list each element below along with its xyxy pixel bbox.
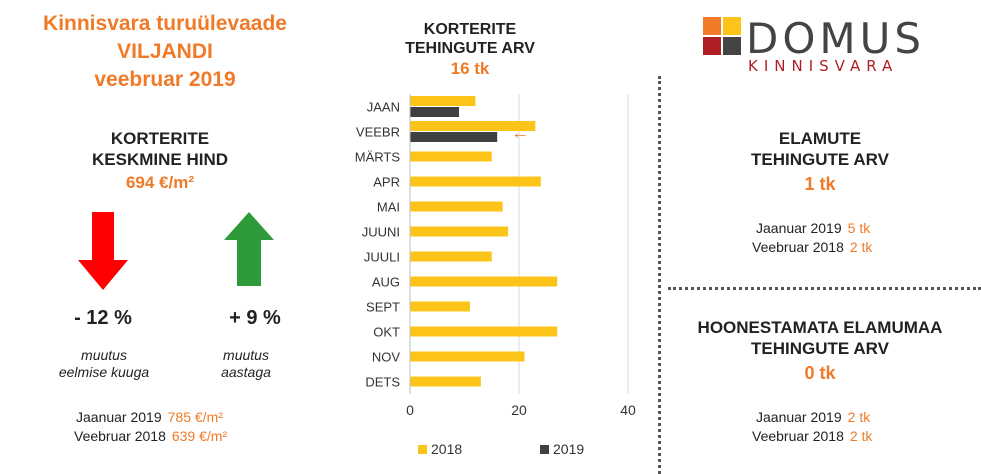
report-title-line1: Kinnisvara turuülevaade	[43, 12, 287, 35]
arrow-down-icon	[78, 212, 128, 290]
chart-header-line2: TEHINGUTE ARV	[405, 40, 535, 57]
monthly-change-caption: muutus eelmise kuuga	[34, 347, 174, 381]
category-label: MÄRTS	[355, 150, 401, 165]
land-value: 0 tk	[804, 363, 836, 383]
chart-header-value: 16 tk	[450, 59, 490, 78]
bar-2018	[410, 96, 476, 106]
houses-comparison-row: Jaanuar 2019 5 tk	[756, 219, 870, 237]
bar-2018	[410, 151, 492, 162]
houses-comparison-label: Jaanuar 2019	[756, 220, 842, 236]
bar-2018	[410, 176, 541, 187]
x-tick-label: 40	[620, 402, 636, 418]
price-comparison-value: 639 €/m²	[171, 428, 228, 444]
average-price-label-line1: KORTERITE	[110, 129, 210, 148]
annotation-arrow-icon: ←	[511, 123, 529, 143]
bar-2019	[410, 132, 498, 142]
legend-swatch-2019	[540, 445, 549, 454]
land-comparison-value: 2 tk	[849, 428, 873, 444]
bar-2018	[410, 201, 503, 212]
category-label: AUG	[372, 275, 400, 290]
x-tick-label: 0	[406, 402, 414, 418]
average-price-block: KORTERITE KESKMINE HIND 694 €/m²	[60, 128, 260, 194]
monthly-caption-line2: eelmise kuuga	[58, 364, 150, 380]
monthly-change-value: - 12 %	[74, 307, 132, 329]
land-label-line2: TEHINGUTE ARV	[751, 339, 889, 358]
report-title-line2: VILJANDI	[117, 40, 213, 63]
land-block: HOONESTAMATA ELAMUMAA TEHINGUTE ARV 0 tk	[670, 317, 970, 385]
x-tick-label: 20	[511, 402, 527, 418]
bar-2018	[410, 226, 509, 237]
vertical-divider	[658, 76, 661, 474]
bar-2018	[410, 276, 558, 287]
bar-2018	[410, 376, 481, 387]
price-comparison-row: Jaanuar 2019 785 €/m²	[76, 408, 223, 426]
price-comparison-label: Jaanuar 2019	[76, 409, 162, 425]
houses-comparison-label: Veebruar 2018	[752, 239, 844, 255]
category-label: JUUNI	[362, 225, 400, 240]
houses-value: 1 tk	[804, 174, 836, 194]
houses-label-line2: TEHINGUTE ARV	[751, 150, 889, 169]
bar-2019	[410, 107, 460, 117]
bar-2018	[410, 251, 492, 262]
bar-2018	[410, 301, 470, 312]
logo-square-red	[703, 37, 721, 55]
chart-header: KORTERITE TEHINGUTE ARV 16 tk	[375, 20, 565, 80]
category-label: VEEBR	[356, 125, 400, 140]
category-label: DETS	[365, 375, 400, 390]
bar-2018	[410, 326, 558, 337]
logo-word: DOMUS	[746, 14, 926, 63]
arrow-up-icon	[224, 212, 274, 286]
logo-square-dark	[723, 37, 741, 55]
legend-swatch-2018	[418, 445, 427, 454]
monthly-caption-line1: muutus	[81, 347, 127, 363]
logo-square-orange	[703, 17, 721, 35]
report-title-line3: veebruar 2019	[94, 68, 236, 91]
houses-comparison-value: 5 tk	[847, 220, 871, 236]
apartment-transactions-chart: 0 20 40 JAAN VEEBR ← MÄRTS APR MAI JUUNI JUULI AUG S…	[355, 94, 636, 457]
average-price-value: 694 €/m²	[125, 173, 195, 192]
category-label: MAI	[377, 200, 400, 215]
category-label: APR	[373, 175, 400, 190]
land-label-line1: HOONESTAMATA ELAMUMAA	[697, 318, 943, 337]
legend-label-2019: 2019	[553, 441, 584, 457]
houses-comparison-row: Veebruar 2018 2 tk	[752, 238, 872, 256]
category-label: OKT	[373, 325, 400, 340]
land-comparison-label: Jaanuar 2019	[756, 409, 842, 425]
houses-label-line1: ELAMUTE	[778, 129, 862, 148]
yearly-caption-line1: muutus	[223, 347, 269, 363]
houses-block: ELAMUTE TEHINGUTE ARV 1 tk	[670, 128, 970, 196]
yearly-change-caption: muutus aastaga	[176, 347, 316, 381]
land-comparison-row: Veebruar 2018 2 tk	[752, 427, 872, 445]
category-label: JUULI	[364, 250, 400, 265]
price-comparison-row: Veebruar 2018 639 €/m²	[74, 427, 227, 445]
category-label: SEPT	[366, 300, 400, 315]
logo-subword: KINNISVARA	[748, 57, 899, 75]
yearly-caption-line2: aastaga	[221, 364, 271, 380]
arrow-down-shape	[78, 212, 128, 290]
price-comparison-label: Veebruar 2018	[74, 428, 166, 444]
legend-label-2018: 2018	[431, 441, 462, 457]
horizontal-divider	[668, 287, 981, 290]
category-label: JAAN	[367, 100, 400, 115]
arrow-up-shape	[224, 212, 274, 286]
price-comparison-value: 785 €/m²	[167, 409, 223, 425]
chart-header-line1: KORTERITE	[423, 21, 517, 38]
average-price-label-line2: KESKMINE HIND	[91, 150, 228, 169]
report-title: Kinnisvara turuülevaade VILJANDI veebrua…	[0, 10, 330, 94]
bar-2018	[410, 351, 525, 362]
category-label: NOV	[372, 350, 401, 365]
bar-2018	[410, 121, 536, 131]
yearly-change-value: + 9 %	[229, 307, 281, 329]
land-comparison-row: Jaanuar 2019 2 tk	[756, 408, 870, 426]
land-comparison-value: 2 tk	[847, 409, 871, 425]
domus-logo-mark	[703, 17, 747, 77]
logo-square-yellow	[723, 17, 741, 35]
land-comparison-label: Veebruar 2018	[752, 428, 844, 444]
houses-comparison-value: 2 tk	[849, 239, 873, 255]
